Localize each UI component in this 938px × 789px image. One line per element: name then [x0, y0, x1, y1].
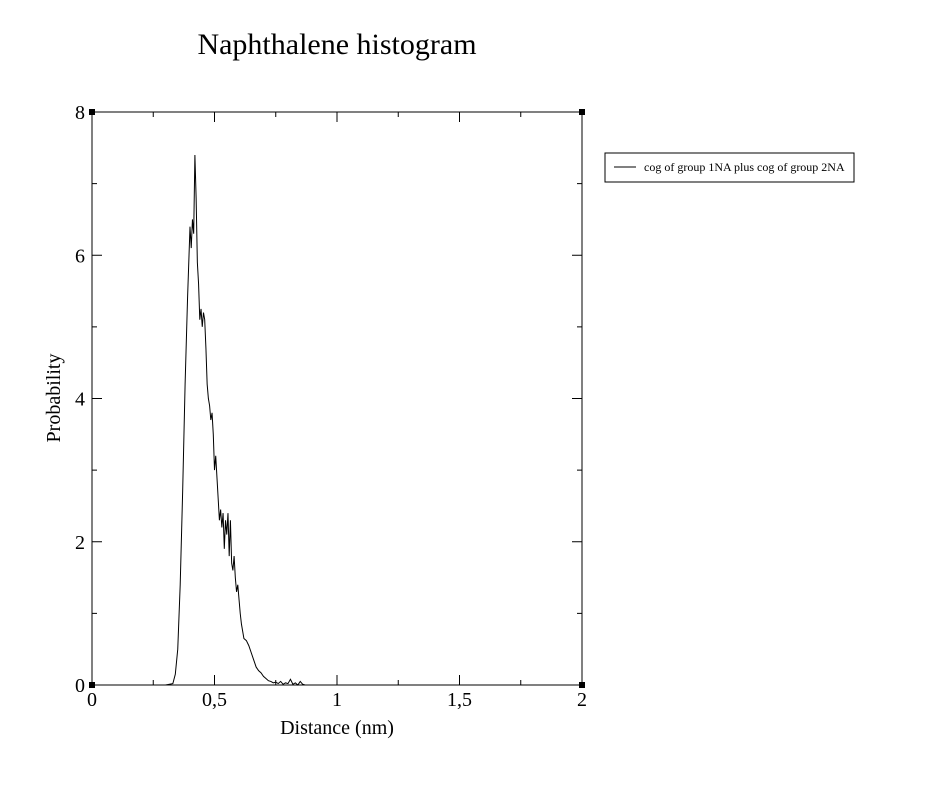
chart-title: Naphthalene histogram — [197, 28, 476, 61]
series-line — [92, 154, 308, 686]
legend-entry-label: cog of group 1NA plus cog of group 2NA — [644, 160, 845, 174]
legend: cog of group 1NA plus cog of group 2NA — [604, 152, 855, 183]
y-tick-label: 8 — [75, 102, 85, 124]
axis-ticks — [91, 111, 583, 686]
x-tick-label: 1 — [332, 689, 342, 711]
x-tick-label: 1,5 — [447, 689, 472, 711]
axis-tick-labels: 0 0,5 1 1,5 2 0 2 4 6 8 — [75, 102, 587, 711]
corner-handle-top-right — [579, 109, 585, 115]
y-tick-label: 6 — [75, 245, 85, 267]
x-tick-label: 2 — [577, 689, 587, 711]
y-axis-label: Probability — [43, 354, 65, 443]
y-tick-label: 0 — [75, 675, 85, 697]
x-axis-label: Distance (nm) — [280, 717, 394, 739]
y-tick-label: 4 — [75, 389, 85, 411]
legend-box — [604, 152, 855, 183]
plot-frame — [91, 111, 583, 686]
y-tick-label: 2 — [75, 532, 85, 554]
corner-handle-bottom-right — [579, 682, 585, 688]
x-tick-label: 0 — [87, 689, 97, 711]
x-tick-label: 0,5 — [202, 689, 227, 711]
corner-handle-top-left — [89, 109, 95, 115]
